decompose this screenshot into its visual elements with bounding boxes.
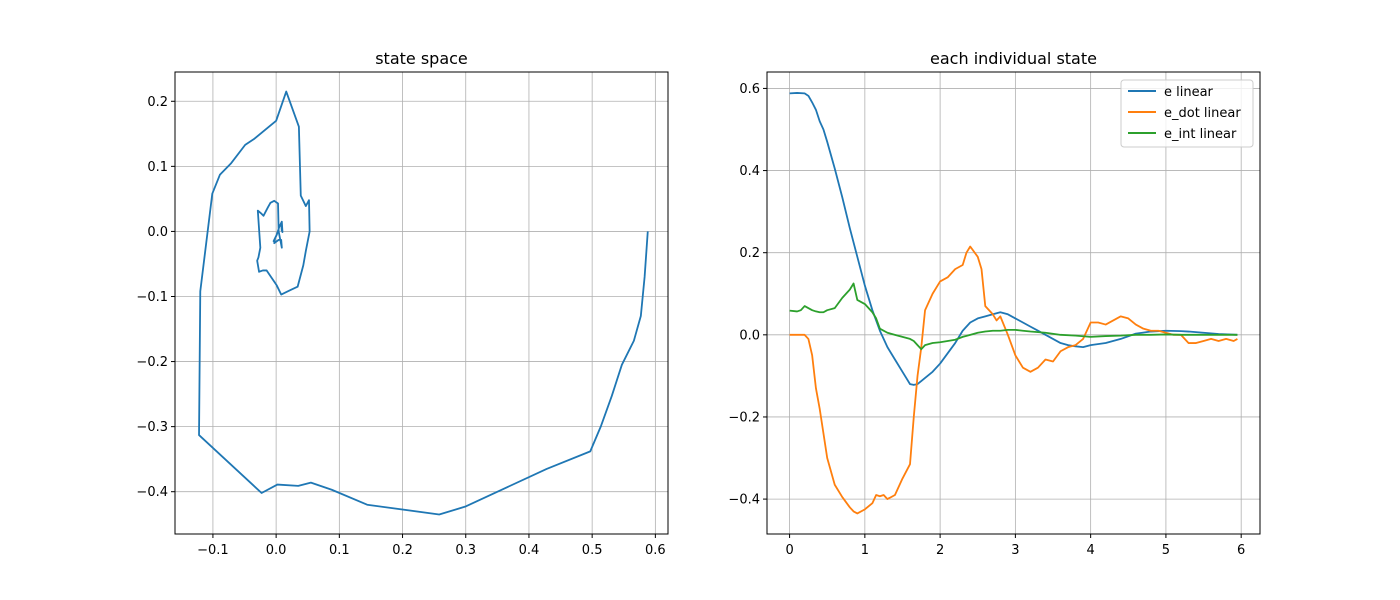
x-tick-label: 0: [785, 543, 793, 558]
x-tick-label: 2: [936, 543, 944, 558]
legend-label-e-dot-linear: e_dot linear: [1164, 106, 1241, 121]
legend-label-e-int-linear: e_int linear: [1164, 127, 1237, 142]
x-tick-label: 0.0: [266, 543, 287, 558]
legend-box: [1120, 79, 1254, 148]
x-tick-label: 1: [861, 543, 869, 558]
x-tick-label: 4: [1087, 543, 1095, 558]
state-space-series: [198, 90, 649, 516]
individual-state-series: [789, 92, 1238, 515]
state-space-plot: −0.1 0.0 0.1 0.2 0.3 0.4 0.5 0.6 −0.4−0.3−0.2−0…: [136, 49, 669, 558]
x-tick-label: 0.5: [582, 543, 603, 558]
y-tick-label: 0.4: [739, 164, 760, 179]
x-tick-label: −0.1: [197, 543, 229, 558]
state-space-x-ticks: −0.1 0.0 0.1 0.2 0.3 0.4 0.5 0.6: [197, 534, 666, 558]
individual-state-title: each individual state: [930, 49, 1097, 68]
x-tick-label: 0.4: [519, 543, 540, 558]
individual-state-y-ticks: −0.4 −0.2 0.0 0.2 0.4 0.6: [728, 82, 767, 508]
x-tick-label: 6: [1237, 543, 1245, 558]
y-tick-label: 0.1: [147, 160, 168, 175]
legend-label-e-linear: e linear: [1164, 85, 1214, 100]
state-space-y-ticks: −0.4 −0.3 −0.2 −0.1 0.0 0.1 0.2: [136, 95, 175, 500]
e-dot-linear-line: [789, 245, 1238, 515]
y-tick-label: 0.0: [147, 225, 168, 240]
individual-state-grid: [767, 72, 1260, 534]
y-tick-label: −0.4: [136, 485, 168, 500]
y-tick-label: 0.2: [147, 95, 168, 110]
x-tick-label: 3: [1011, 543, 1019, 558]
y-tick-label: −0.2: [728, 410, 760, 425]
individual-state-plot: 0 1 2 3 4 5 6 −0.4 −0.2 0.0 0.2 0.4 0.6 each indivi…: [728, 49, 1261, 558]
state-space-grid: [175, 72, 668, 534]
y-tick-label: 0.6: [739, 82, 760, 97]
x-tick-label: 5: [1162, 543, 1170, 558]
y-tick-label: −0.3: [136, 420, 168, 435]
x-tick-label: 0.2: [392, 543, 413, 558]
x-tick-label: 0.6: [645, 543, 666, 558]
state-space-axes-frame: [174, 71, 669, 535]
trajectory-line: [198, 90, 649, 516]
e-int-linear-line: [789, 282, 1238, 351]
x-tick-label: 0.3: [455, 543, 476, 558]
legend: e linear e_dot linear e_int linear: [1120, 79, 1254, 148]
state-space-title: state space: [375, 49, 468, 68]
e-linear-line: [789, 92, 1238, 386]
y-tick-label: 0.0: [739, 328, 760, 343]
individual-state-axes-frame: [766, 71, 1261, 535]
y-tick-label: −0.4: [728, 493, 760, 508]
x-tick-label: 0.1: [329, 543, 350, 558]
y-tick-label: −0.2: [136, 355, 168, 370]
individual-state-x-ticks: 0 1 2 3 4 5 6: [785, 534, 1245, 558]
y-tick-label: 0.2: [739, 246, 760, 261]
y-tick-label: −0.1: [136, 290, 168, 305]
